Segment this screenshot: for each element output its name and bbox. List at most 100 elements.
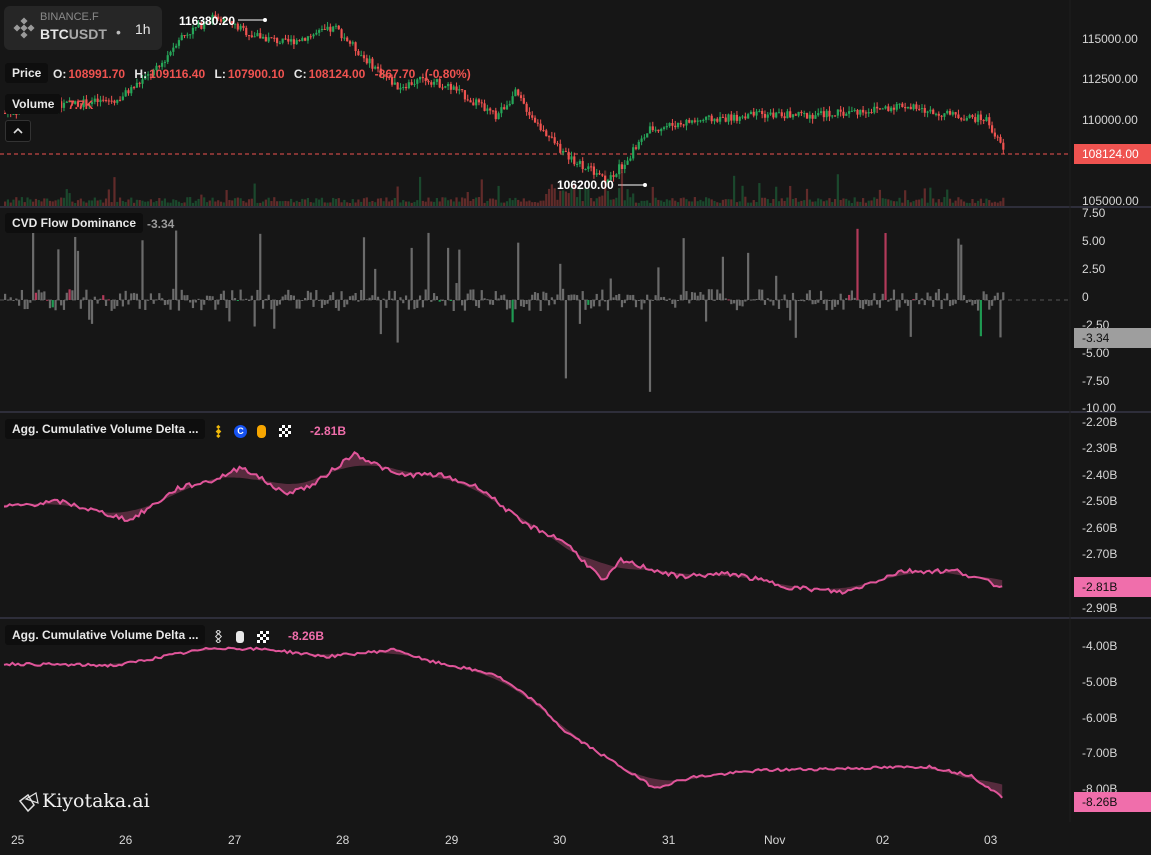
volume-bar (923, 188, 926, 206)
volume-bar (719, 202, 722, 206)
x-axis-tick: 28 (336, 833, 350, 847)
cvd-flow-bar (312, 300, 315, 307)
volume-bar (85, 202, 88, 206)
candle-body (856, 109, 859, 115)
candle-body (365, 58, 368, 64)
cvd-flow-bar (595, 293, 598, 300)
cvd-flow-bar (452, 300, 455, 312)
volume-bar (946, 189, 949, 206)
cvd-flow-bar (676, 300, 680, 301)
candle-body (233, 23, 237, 25)
volume-bar (107, 189, 110, 206)
cvd-flow-bar (895, 300, 898, 311)
volume-bar (292, 202, 296, 206)
cvd-flow-bar (102, 295, 105, 300)
candle-body (360, 55, 363, 57)
interval-label[interactable]: 1h (135, 21, 151, 37)
candle-body (951, 112, 954, 115)
cvd-flow-bar (26, 300, 29, 310)
okx-icon (257, 631, 269, 643)
volume-bar (553, 188, 556, 206)
volume-bar (629, 197, 632, 206)
volume-bar (329, 202, 332, 206)
candle-body (676, 122, 680, 128)
candle-body (312, 34, 315, 37)
cvd-flow-bar (152, 300, 155, 304)
cvd-flow-bar (48, 300, 52, 309)
candle-body (219, 18, 223, 22)
cvd-flow-bar (508, 300, 511, 309)
candle-body (508, 103, 511, 106)
high-marker-dot (263, 18, 267, 22)
volume-bar (371, 200, 374, 206)
candle-body (93, 98, 96, 102)
candle-body (259, 33, 262, 39)
price-pane-title[interactable]: Price (5, 63, 49, 83)
symbol-selector[interactable]: BINANCE.F BTCUSDT • 1h (4, 6, 162, 50)
candle-body (203, 23, 206, 29)
volume-bar (564, 191, 567, 206)
cvd-flow-bar (803, 300, 806, 302)
candle-body (250, 35, 253, 37)
volume-bar (999, 201, 1002, 206)
agg-cvd-1-title[interactable]: Agg. Cumulative Volume Delta ... (5, 419, 206, 439)
candle-body (758, 111, 761, 113)
volume-bar (270, 201, 273, 206)
candle-body (859, 109, 862, 115)
volume-bar (90, 200, 94, 206)
agg-cvd-2-plot (3, 646, 1003, 799)
volume-bar (833, 199, 837, 206)
volume-bar (475, 197, 478, 206)
candle-body (62, 102, 66, 108)
candle-body (166, 55, 169, 62)
candle-body (707, 115, 710, 117)
candle-body (348, 41, 352, 44)
cvd-flow-bar (707, 289, 710, 300)
chevron-up-icon (13, 127, 23, 134)
volume-bar (93, 197, 96, 206)
volume-bar (556, 199, 559, 206)
candle-body (814, 115, 817, 119)
volume-pane-title[interactable]: Volume (5, 94, 62, 114)
volume-bar (808, 199, 811, 206)
volume-bar (567, 193, 570, 206)
volume-bar (993, 201, 996, 206)
close-label: C: (293, 67, 307, 81)
agg-cvd-2-title[interactable]: Agg. Cumulative Volume Delta ... (5, 625, 206, 645)
cvd-flow-bar (811, 300, 814, 305)
cvd-flow-bar (281, 296, 284, 300)
cvd-flow-bar (433, 293, 436, 300)
cvd-flow-bar (194, 300, 197, 303)
volume-bar (228, 200, 231, 206)
cvd-flow-bar (783, 294, 786, 300)
cvd-flow-bar (211, 296, 214, 300)
cvd-flow-bar (132, 292, 136, 300)
cvd-flow-bar (550, 297, 553, 300)
cvd-flow-bar (469, 289, 472, 300)
collapse-button[interactable] (5, 120, 31, 142)
cvd-flow-pane-title[interactable]: CVD Flow Dominance (5, 213, 144, 233)
volume-bar (839, 199, 842, 206)
cvd-flow-bar (189, 300, 192, 303)
open-label: O: (53, 67, 67, 81)
candle-body (116, 99, 119, 103)
candle-body (738, 116, 741, 121)
candle-body (881, 108, 884, 110)
candle-body (606, 179, 610, 183)
candle-body (96, 98, 99, 102)
cvd-flow-bar (147, 299, 150, 301)
low-label: L: (214, 67, 226, 81)
cvd-flow-bar (121, 300, 124, 307)
volume-bar (158, 198, 161, 206)
volume-bar (306, 197, 310, 206)
candle-body (797, 111, 800, 116)
cvd-flow-bar (522, 300, 525, 307)
volume-bar (82, 201, 85, 206)
candle-body (831, 115, 834, 117)
volume-bar (340, 202, 343, 206)
candle-body (791, 114, 795, 118)
cvd-flow-bar (99, 298, 102, 300)
high-label: H: (134, 67, 148, 81)
cvd-flow-bar (839, 293, 842, 300)
cvd-flow-bar (135, 293, 138, 300)
